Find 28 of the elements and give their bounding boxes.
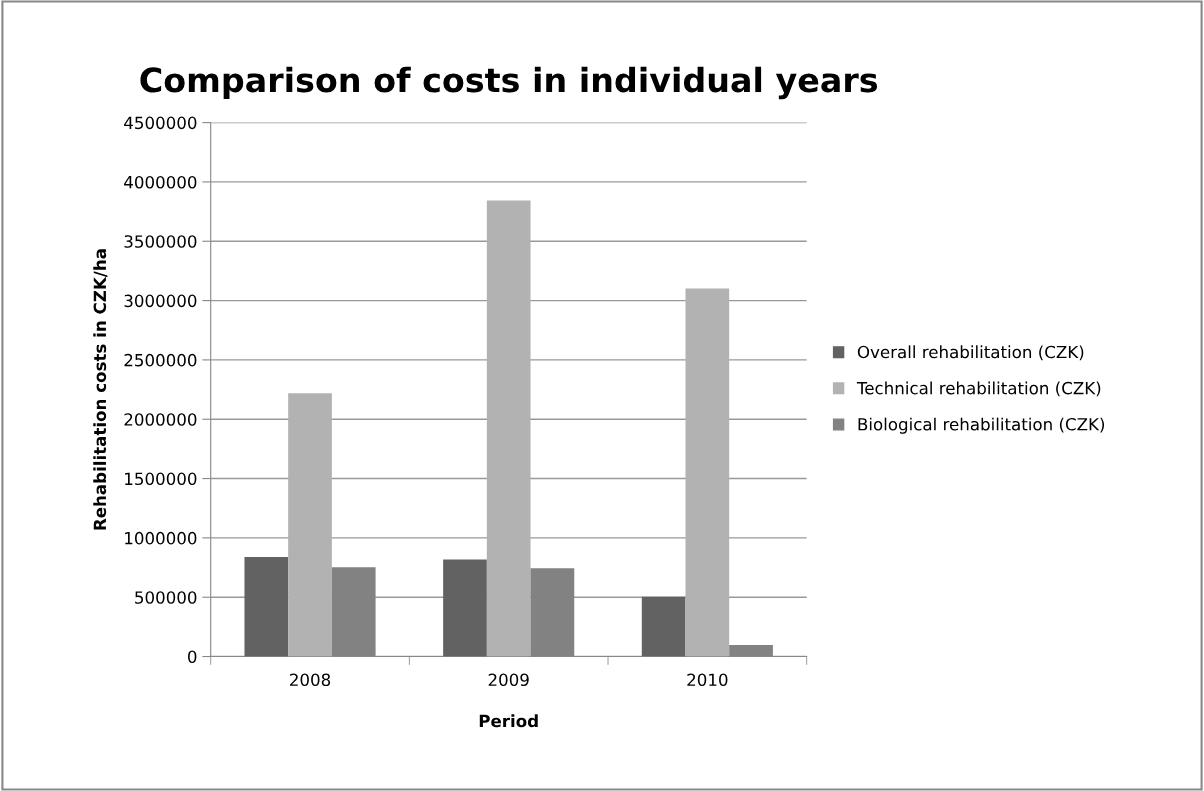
legend-label: Biological rehabilitation (CZK) [858,417,1105,434]
y-tick-label: 3500000 [124,235,197,248]
bar [288,393,332,657]
legend-label: Overall rehabilitation (CZK) [857,345,1084,361]
chart-title: Comparison of costs in individual years [140,66,878,100]
y-tick-label: 3000000 [124,294,197,308]
y-tick-label: 1000000 [125,531,197,545]
bar [685,288,730,657]
y-tick-label: 2500000 [124,353,197,367]
y-tick-label: 2000000 [124,413,197,426]
y-tick-label: 4000000 [124,175,197,189]
legend-label: Technical rehabilitation (CZK) [856,381,1101,397]
x-tick-label: 2008 [290,673,331,687]
y-tick-label: 1500000 [125,472,197,486]
bar [443,559,487,657]
bar [729,645,773,657]
bar [486,200,531,657]
bar [244,557,289,657]
y-tick-label: 0 [188,650,197,664]
x-axis-title: Period [479,714,538,728]
y-tick-label: 4500000 [124,116,197,130]
bar [530,568,575,657]
bar [331,567,376,657]
x-tick-label: 2010 [687,673,728,687]
y-axis-title: Rehabilitation costs in CZK/ha [93,249,108,530]
bar [641,596,686,657]
y-tick-label: 500000 [135,591,197,604]
x-tick-label: 2009 [488,673,529,687]
